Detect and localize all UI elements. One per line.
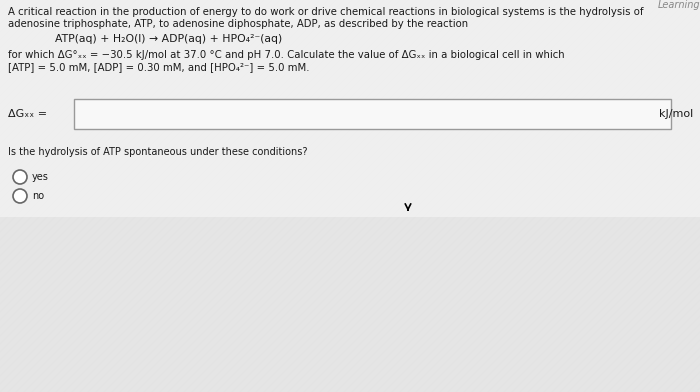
FancyBboxPatch shape — [74, 99, 671, 129]
FancyBboxPatch shape — [0, 0, 700, 217]
FancyBboxPatch shape — [0, 217, 700, 392]
Text: Learning: Learning — [657, 0, 700, 10]
Text: ATP(aq) + H₂O(l) → ADP(aq) + HPO₄²⁻(aq): ATP(aq) + H₂O(l) → ADP(aq) + HPO₄²⁻(aq) — [55, 34, 282, 44]
Text: for which ΔG°ₓₓ = −30.5 kJ/mol at 37.0 °C and pH 7.0. Calculate the value of ΔGₓ: for which ΔG°ₓₓ = −30.5 kJ/mol at 37.0 °… — [8, 50, 565, 60]
Text: A critical reaction in the production of energy to do work or drive chemical rea: A critical reaction in the production of… — [8, 7, 643, 17]
Text: yes: yes — [32, 172, 49, 182]
Text: Is the hydrolysis of ATP spontaneous under these conditions?: Is the hydrolysis of ATP spontaneous und… — [8, 147, 307, 157]
Text: [ATP] = 5.0 mM, [ADP] = 0.30 mM, and [HPO₄²⁻] = 5.0 mM.: [ATP] = 5.0 mM, [ADP] = 0.30 mM, and [HP… — [8, 62, 309, 72]
Text: ΔGₓₓ =: ΔGₓₓ = — [8, 109, 47, 119]
Circle shape — [13, 189, 27, 203]
Circle shape — [13, 170, 27, 184]
Text: kJ/mol: kJ/mol — [659, 109, 693, 119]
Text: adenosine triphosphate, ATP, to adenosine diphosphate, ADP, as described by the : adenosine triphosphate, ATP, to adenosin… — [8, 19, 468, 29]
Text: no: no — [32, 191, 44, 201]
